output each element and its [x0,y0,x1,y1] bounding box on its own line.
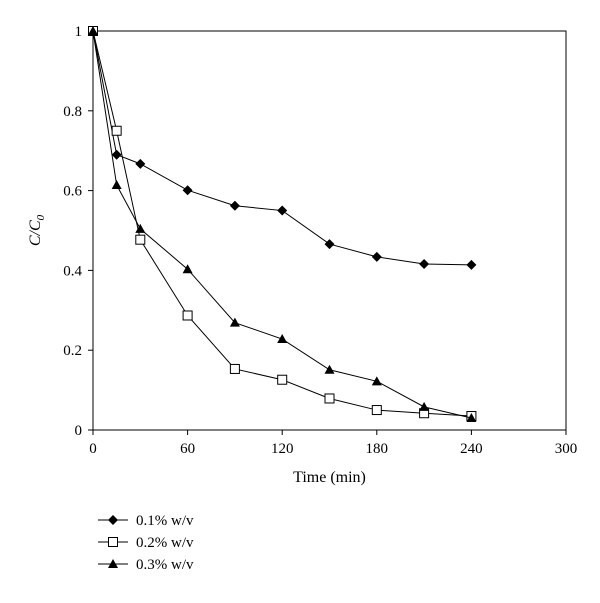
data-point [466,413,477,423]
y-tick-label: 1 [75,24,83,40]
data-point [135,223,146,233]
data-point [135,234,146,245]
data-point [182,264,193,274]
data-point [277,374,288,385]
x-axis-title: Time (min) [293,469,366,486]
legend-label: 0.2% w/v [136,535,194,551]
x-tick-label: 60 [180,441,195,457]
legend-entry: 0.2% w/v [98,535,194,551]
y-tick-label: 0 [75,423,83,439]
y-axis-title-subscript: 0 [35,214,47,220]
y-tick-label: 0.2 [63,343,82,359]
y-axis-title: C/C0 [27,214,47,246]
data-point [466,259,477,270]
series-line [92,30,472,266]
y-tick-label: 0.8 [63,104,82,120]
legend-marker [108,515,118,525]
data-point [111,125,122,136]
series-2 [88,26,477,422]
x-tick-label: 120 [271,441,294,457]
data-point [419,259,430,270]
data-point [324,364,335,374]
data-point [229,200,240,211]
data-point [182,185,193,196]
legend-marker [108,537,118,547]
data-point [371,251,382,262]
y-axis-title-main: C/C [27,220,44,246]
legend-entry: 0.1% w/v [98,513,194,529]
y-tick-label: 0.4 [63,263,82,279]
plot-frame [92,30,567,431]
data-point [111,180,122,190]
series-line [92,30,472,417]
data-point [371,405,382,416]
series-1 [88,26,477,270]
x-tick-label: 300 [555,441,578,457]
legend: 0.1% w/v 0.2% w/v 0.3% w/v [98,513,194,573]
data-point [324,239,335,250]
data-point [419,401,430,411]
data-point [277,334,288,344]
data-point [324,393,335,404]
data-point [88,26,98,35]
legend-label: 0.3% w/v [136,557,194,573]
x-tick-label: 0 [89,441,97,457]
series-3 [88,26,477,423]
series-line [92,30,472,419]
legend-label: 0.1% w/v [136,513,194,529]
data-point [111,149,122,160]
x-tick-label: 240 [460,441,483,457]
data-point [229,317,240,327]
legend-marker [108,559,118,568]
data-point [371,376,382,386]
data-point [277,205,288,216]
data-point [182,310,193,321]
y-tick-label: 0.6 [63,184,82,200]
legend-entry: 0.3% w/v [98,557,194,573]
data-point [135,158,146,169]
x-tick-label: 180 [366,441,389,457]
data-point [229,363,240,374]
